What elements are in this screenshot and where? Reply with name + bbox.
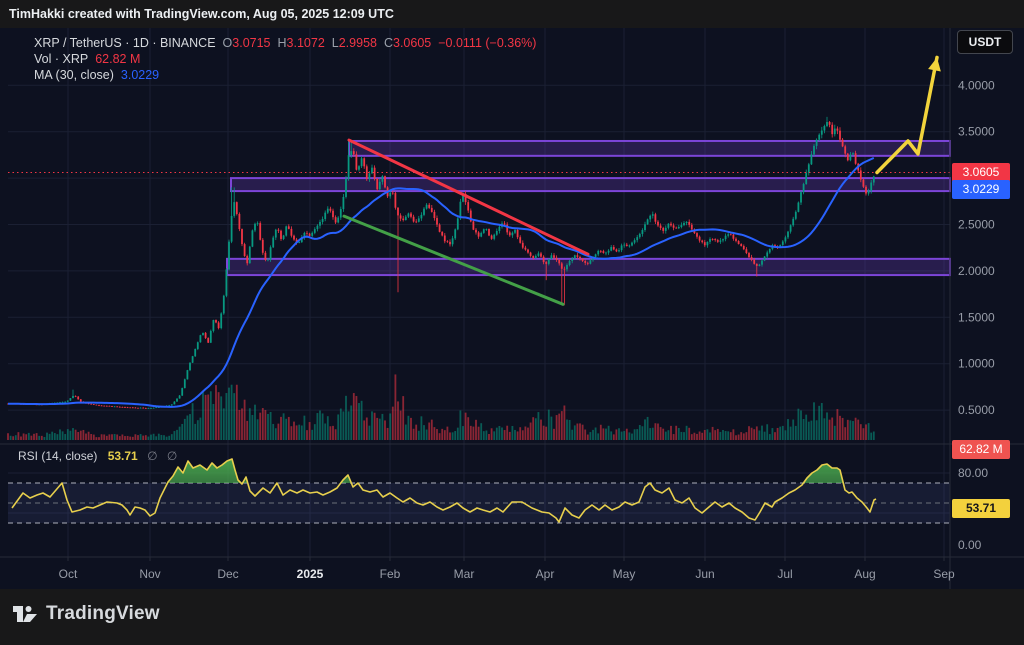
ma-label[interactable]: MA (30, close) bbox=[34, 68, 114, 82]
price-tick: 4.0000 bbox=[958, 78, 995, 92]
month-tick: Sep bbox=[933, 567, 955, 581]
hide-indicator-icon[interactable]: ∅ bbox=[147, 449, 158, 463]
month-tick: Aug bbox=[854, 567, 875, 581]
watermark-bar: TimHakki created with TradingView.com, A… bbox=[0, 0, 1024, 28]
projection-arrow[interactable] bbox=[875, 55, 941, 175]
rsi-tick: 0.00 bbox=[958, 538, 982, 552]
month-tick: Nov bbox=[139, 567, 160, 581]
ma-value: 3.0229 bbox=[120, 68, 160, 82]
currency-toggle-button[interactable]: USDT bbox=[957, 30, 1013, 54]
separators bbox=[0, 28, 1024, 589]
candles bbox=[7, 116, 875, 409]
month-tick: Feb bbox=[380, 567, 401, 581]
tradingview-logo-text: TradingView bbox=[46, 603, 160, 624]
month-tick: Mar bbox=[454, 567, 475, 581]
symbol-title[interactable]: XRP / TetherUS · 1D · BINANCE bbox=[34, 36, 216, 50]
ma30-line bbox=[7, 157, 875, 408]
low-value: 2.9958 bbox=[338, 36, 377, 50]
legend-row-ma: MA (30, close) 3.0229 bbox=[34, 67, 536, 83]
ma-overlay bbox=[7, 157, 875, 408]
month-tick: May bbox=[613, 567, 636, 581]
rsi-pane bbox=[8, 458, 950, 524]
high-value: 3.1072 bbox=[286, 36, 325, 50]
month-tick: Jul bbox=[777, 567, 792, 581]
rsi-legend: RSI (14, close) 53.71 ∅ ∅ bbox=[18, 449, 177, 463]
hide-indicator-icon[interactable]: ∅ bbox=[166, 449, 178, 463]
projection-line bbox=[875, 55, 939, 175]
rsi-line bbox=[11, 458, 877, 523]
month-tick: Apr bbox=[536, 567, 555, 581]
month-tick: Oct bbox=[59, 567, 78, 581]
close-key: C bbox=[383, 36, 393, 50]
zone-resistance-upper bbox=[348, 139, 951, 157]
footer-bar: TradingView bbox=[0, 589, 1024, 645]
trendlines[interactable] bbox=[342, 138, 590, 306]
last-price-badge: 3.0605 bbox=[952, 163, 1010, 182]
rsi-value: 53.71 bbox=[107, 449, 138, 463]
legend-row-symbol: XRP / TetherUS · 1D · BINANCE O3.0715 H3.1… bbox=[34, 35, 536, 51]
rsi-label[interactable]: RSI (14, close) bbox=[18, 449, 98, 463]
month-tick: Dec bbox=[217, 567, 238, 581]
price-tick: 0.5000 bbox=[958, 403, 995, 417]
price-tick: 3.5000 bbox=[958, 125, 995, 139]
trendline-descending-green bbox=[342, 214, 565, 306]
month-tick: Jun bbox=[695, 567, 714, 581]
volume-label[interactable]: Vol · XRP bbox=[34, 52, 89, 66]
ma-value-badge: 3.0229 bbox=[952, 180, 1010, 199]
price-tick: 2.0000 bbox=[958, 264, 995, 278]
chart-area[interactable]: 4.0000 3.5000 2.5000 2.0000 1.5000 1.0000 0.50… bbox=[0, 28, 1024, 589]
change-value: −0.0111 (−0.36%) bbox=[438, 36, 537, 50]
high-key: H bbox=[277, 36, 287, 50]
volume-bars bbox=[7, 374, 875, 440]
tradingview-logo-icon bbox=[13, 606, 37, 622]
tradingview-logo[interactable]: TradingView bbox=[12, 602, 160, 626]
watermark-text: TimHakki created with TradingView.com, A… bbox=[9, 7, 394, 21]
symbol-legend: XRP / TetherUS · 1D · BINANCE O3.0715 H3.1… bbox=[34, 35, 536, 83]
month-tick: 2025 bbox=[297, 567, 324, 581]
arrowhead bbox=[928, 57, 941, 72]
trendline-descending-red bbox=[347, 138, 590, 256]
legend-row-volume: Vol · XRP 62.82 M bbox=[34, 51, 536, 67]
price-tick: 2.5000 bbox=[958, 218, 995, 232]
price-tick: 1.5000 bbox=[958, 310, 995, 324]
rsi-tick: 80.00 bbox=[958, 466, 988, 480]
open-key: O bbox=[222, 36, 233, 50]
close-value: 3.0605 bbox=[393, 36, 432, 50]
volume-badge: 62.82 M bbox=[952, 440, 1010, 459]
rsi-overbought-fill bbox=[12, 459, 876, 483]
low-key: L bbox=[331, 36, 339, 50]
volume-value: 62.82 M bbox=[95, 52, 141, 66]
zone-support-lower bbox=[226, 257, 951, 277]
open-value: 3.0715 bbox=[232, 36, 271, 50]
price-tick: 1.0000 bbox=[958, 357, 995, 371]
rsi-badge: 53.71 bbox=[952, 499, 1010, 518]
time-axis[interactable]: Oct Nov Dec 2025 Feb Mar Apr May Jun Jul Aug Sep bbox=[59, 557, 955, 581]
chart-canvas[interactable]: 4.0000 3.5000 2.5000 2.0000 1.5000 1.0000 0.50… bbox=[0, 28, 1024, 589]
